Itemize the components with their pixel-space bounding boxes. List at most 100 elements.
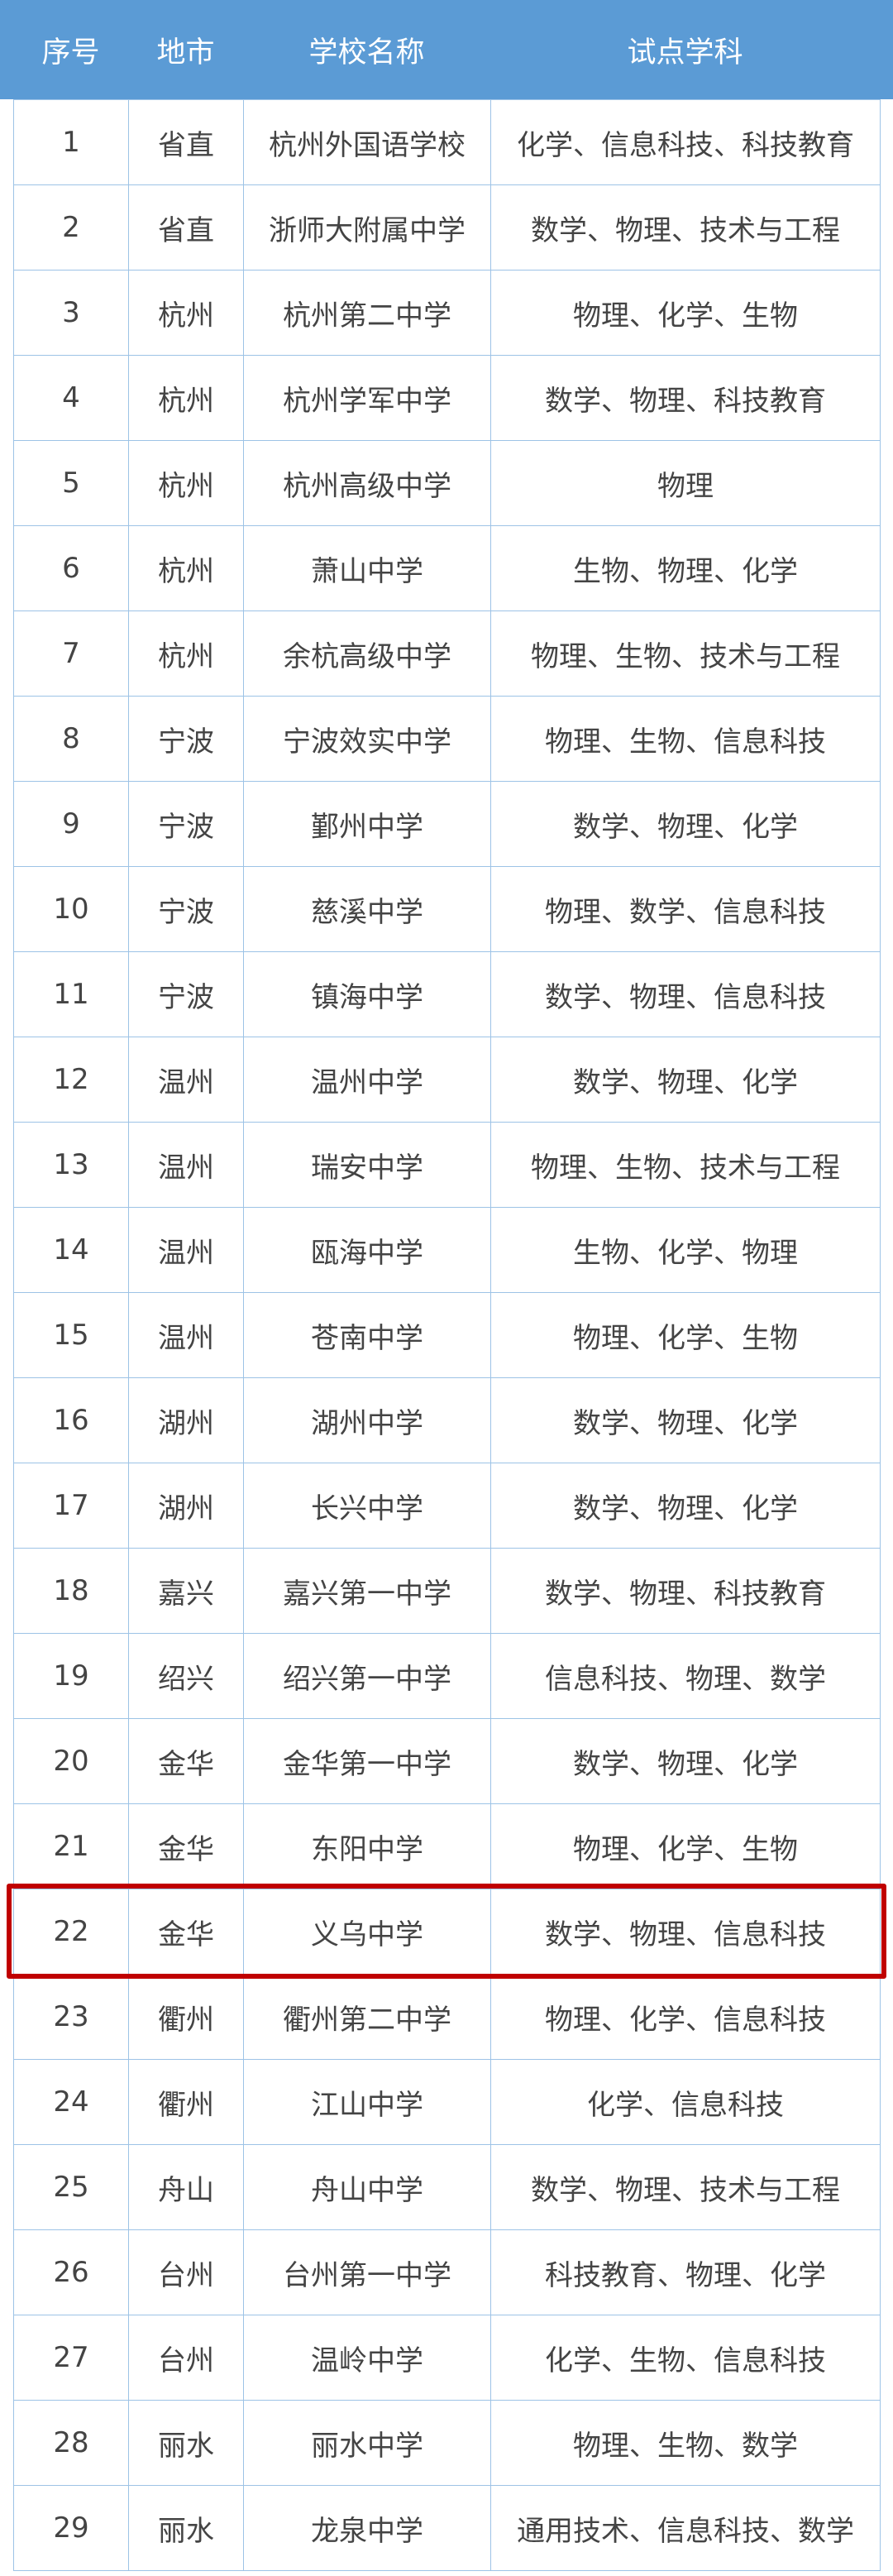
- table-cell: 科技教育、物理、化学: [490, 2229, 881, 2315]
- table-cell: 化学、生物、信息科技: [490, 2315, 881, 2401]
- table-cell: 嘉兴: [128, 1548, 244, 1634]
- table-cell: 物理、生物、数学: [490, 2400, 881, 2486]
- table-cell: 瑞安中学: [243, 1122, 491, 1208]
- table-cell: 省直: [128, 99, 244, 185]
- table-cell: 温岭中学: [243, 2315, 491, 2401]
- table-cell: 27: [13, 2315, 129, 2401]
- table-cell: 台州: [128, 2229, 244, 2315]
- table-cell: 19: [13, 1633, 129, 1719]
- table-cell: 29: [13, 2485, 129, 2571]
- table-cell: 嘉兴第一中学: [243, 1548, 491, 1634]
- table-cell: 金华: [128, 1889, 244, 1975]
- table-cell: 3: [13, 270, 129, 356]
- table-cell: 温州中学: [243, 1037, 491, 1123]
- table-cell: 数学、物理、科技教育: [490, 355, 881, 441]
- table-cell: 物理、数学、信息科技: [490, 866, 881, 952]
- table-cell: 金华: [128, 1803, 244, 1889]
- table-cell: 9: [13, 781, 129, 867]
- table-cell: 衢州: [128, 1974, 244, 2060]
- table-cell: 物理、化学、生物: [490, 270, 881, 356]
- table-cell: 宁波: [128, 781, 244, 867]
- table-cell: 物理: [490, 440, 881, 526]
- table-cell: 数学、物理、技术与工程: [490, 184, 881, 271]
- table-cell: 瓯海中学: [243, 1207, 491, 1293]
- table-cell: 15: [13, 1292, 129, 1378]
- table-cell: 26: [13, 2229, 129, 2315]
- table-cell: 7: [13, 610, 129, 697]
- table-cell: 生物、化学、物理: [490, 1207, 881, 1293]
- table-cell: 物理、生物、信息科技: [490, 696, 881, 782]
- table-cell: 龙泉中学: [243, 2485, 491, 2571]
- table-cell: 苍南中学: [243, 1292, 491, 1378]
- table-cell: 东阳中学: [243, 1803, 491, 1889]
- table-cell: 化学、信息科技: [490, 2059, 881, 2145]
- table-cell: 温州: [128, 1207, 244, 1293]
- table-cell: 数学、物理、信息科技: [490, 951, 881, 1037]
- table-cell: 数学、物理、信息科技: [490, 1889, 881, 1975]
- table-cell: 杭州: [128, 355, 244, 441]
- table-cell: 2: [13, 184, 129, 271]
- table-cell: 数学、物理、化学: [490, 1718, 881, 1804]
- table-cell: 10: [13, 866, 129, 952]
- table-cell: 湖州中学: [243, 1377, 491, 1463]
- table-cell: 台州第一中学: [243, 2229, 491, 2315]
- table-cell: 衢州: [128, 2059, 244, 2145]
- table-cell: 舟山: [128, 2144, 244, 2230]
- table-cell: 17: [13, 1463, 129, 1549]
- table-cell: 数学、物理、化学: [490, 1377, 881, 1463]
- table-cell: 21: [13, 1803, 129, 1889]
- table-cell: 23: [13, 1974, 129, 2060]
- table-cell: 长兴中学: [243, 1463, 491, 1549]
- table-cell: 生物、物理、化学: [490, 525, 881, 611]
- table-cell: 数学、物理、化学: [490, 1463, 881, 1549]
- table-cell: 11: [13, 951, 129, 1037]
- table-cell: 绍兴第一中学: [243, 1633, 491, 1719]
- table-cell: 12: [13, 1037, 129, 1123]
- table-cell: 1: [13, 99, 129, 185]
- table-cell: 通用技术、信息科技、数学: [490, 2485, 881, 2571]
- table-cell: 杭州: [128, 525, 244, 611]
- table-cell: 丽水: [128, 2400, 244, 2486]
- table-cell: 台州: [128, 2315, 244, 2401]
- table-cell: 5: [13, 440, 129, 526]
- table-cell: 鄞州中学: [243, 781, 491, 867]
- table-cell: 信息科技、物理、数学: [490, 1633, 881, 1719]
- table-cell: 宁波: [128, 696, 244, 782]
- table-cell: 杭州第二中学: [243, 270, 491, 356]
- table-cell: 慈溪中学: [243, 866, 491, 952]
- table-cell: 14: [13, 1207, 129, 1293]
- table-cell: 杭州: [128, 440, 244, 526]
- table-cell: 宁波效实中学: [243, 696, 491, 782]
- table-cell: 数学、物理、科技教育: [490, 1548, 881, 1634]
- table-cell: 丽水中学: [243, 2400, 491, 2486]
- table-cell: 16: [13, 1377, 129, 1463]
- table-cell: 杭州高级中学: [243, 440, 491, 526]
- table-cell: 物理、生物、技术与工程: [490, 1122, 881, 1208]
- table-cell: 绍兴: [128, 1633, 244, 1719]
- header-cell: 序号: [41, 36, 100, 69]
- table-cell: 18: [13, 1548, 129, 1634]
- table-cell: 萧山中学: [243, 525, 491, 611]
- table-cell: 物理、化学、生物: [490, 1292, 881, 1378]
- table-cell: 衢州第二中学: [243, 1974, 491, 2060]
- table-cell: 温州: [128, 1292, 244, 1378]
- table-cell: 杭州学军中学: [243, 355, 491, 441]
- table-cell: 温州: [128, 1122, 244, 1208]
- table-cell: 湖州: [128, 1463, 244, 1549]
- table-cell: 物理、化学、信息科技: [490, 1974, 881, 2060]
- table-cell: 湖州: [128, 1377, 244, 1463]
- table-cell: 数学、物理、化学: [490, 1037, 881, 1123]
- table-cell: 4: [13, 355, 129, 441]
- table-cell: 13: [13, 1122, 129, 1208]
- table-cell: 数学、物理、技术与工程: [490, 2144, 881, 2230]
- table-cell: 化学、信息科技、科技教育: [490, 99, 881, 185]
- table-cell: 金华: [128, 1718, 244, 1804]
- table-cell: 28: [13, 2400, 129, 2486]
- table-cell: 余杭高级中学: [243, 610, 491, 697]
- table-cell: 镇海中学: [243, 951, 491, 1037]
- table-cell: 舟山中学: [243, 2144, 491, 2230]
- table-cell: 温州: [128, 1037, 244, 1123]
- table-cell: 杭州: [128, 610, 244, 697]
- table-cell: 物理、化学、生物: [490, 1803, 881, 1889]
